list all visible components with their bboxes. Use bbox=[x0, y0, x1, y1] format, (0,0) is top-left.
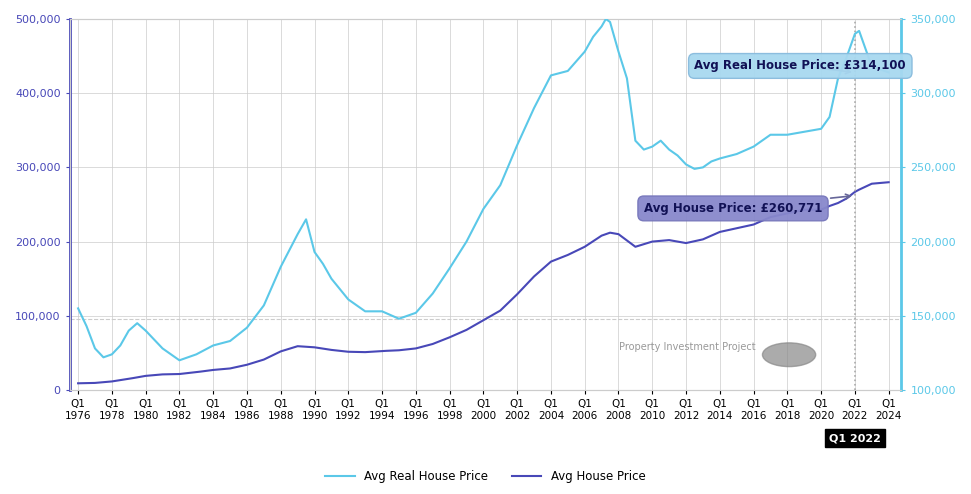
Text: Q1 2022: Q1 2022 bbox=[829, 433, 881, 443]
Text: Avg Real House Price: £314,100: Avg Real House Price: £314,100 bbox=[694, 59, 906, 74]
Circle shape bbox=[762, 343, 816, 367]
Text: Avg House Price: £260,771: Avg House Price: £260,771 bbox=[644, 194, 851, 215]
Text: Property Investment Project: Property Investment Project bbox=[619, 342, 755, 352]
Legend: Avg Real House Price, Avg House Price: Avg Real House Price, Avg House Price bbox=[320, 466, 651, 488]
